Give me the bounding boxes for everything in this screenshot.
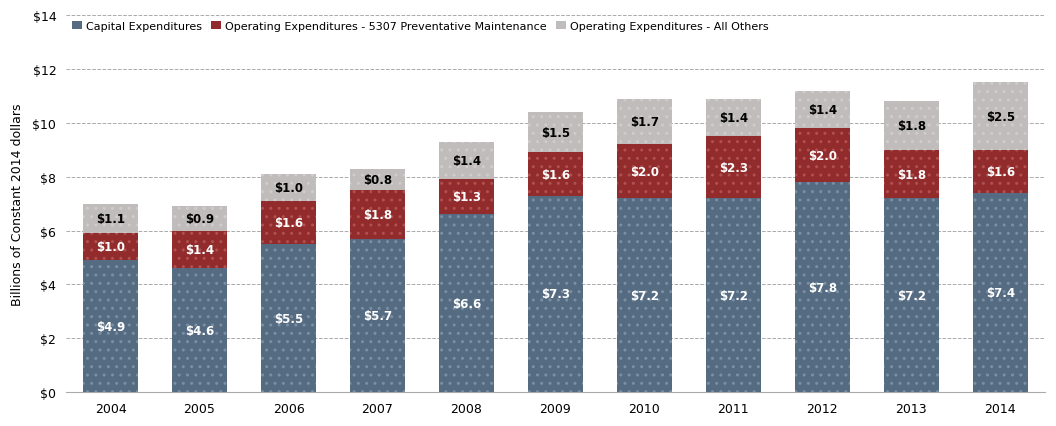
Text: $0.8: $0.8 xyxy=(363,173,392,187)
Text: $1.8: $1.8 xyxy=(897,168,926,181)
Bar xyxy=(617,145,672,199)
Text: $1.4: $1.4 xyxy=(185,243,214,256)
Bar xyxy=(617,99,672,145)
Text: $1.8: $1.8 xyxy=(363,208,392,222)
Text: $7.2: $7.2 xyxy=(630,289,659,302)
Text: $1.6: $1.6 xyxy=(541,168,570,181)
Text: $4.9: $4.9 xyxy=(96,320,126,333)
Bar xyxy=(261,201,316,245)
Bar xyxy=(83,261,138,392)
Bar xyxy=(439,142,494,180)
Bar xyxy=(705,199,761,392)
Text: $2.0: $2.0 xyxy=(808,149,837,162)
Text: $5.5: $5.5 xyxy=(274,312,303,325)
Text: $1.0: $1.0 xyxy=(96,241,125,253)
Text: $7.2: $7.2 xyxy=(719,289,748,302)
Text: $1.4: $1.4 xyxy=(719,112,748,125)
Bar xyxy=(795,129,850,183)
Text: $5.7: $5.7 xyxy=(363,309,392,322)
Text: $1.1: $1.1 xyxy=(96,213,125,225)
Bar xyxy=(83,204,138,234)
Bar xyxy=(350,169,406,191)
Text: $0.9: $0.9 xyxy=(185,213,214,225)
Bar xyxy=(350,239,406,392)
Bar xyxy=(795,91,850,129)
Bar xyxy=(528,153,583,196)
Bar xyxy=(350,191,406,239)
Text: $4.6: $4.6 xyxy=(185,324,214,337)
Bar xyxy=(261,175,316,201)
Text: $6.6: $6.6 xyxy=(452,297,482,310)
Bar xyxy=(617,199,672,392)
Y-axis label: Billions of Constant 2014 dollars: Billions of Constant 2014 dollars xyxy=(12,103,24,305)
Text: $7.2: $7.2 xyxy=(897,289,926,302)
Bar xyxy=(795,183,850,392)
Text: $1.3: $1.3 xyxy=(452,191,480,204)
Text: $2.5: $2.5 xyxy=(986,110,1015,123)
Bar xyxy=(439,180,494,215)
Bar xyxy=(528,196,583,392)
Text: $1.6: $1.6 xyxy=(986,165,1015,178)
Bar xyxy=(973,150,1027,193)
Text: $1.5: $1.5 xyxy=(541,127,570,139)
Bar xyxy=(973,83,1027,150)
Text: $2.3: $2.3 xyxy=(719,161,748,174)
Text: $1.4: $1.4 xyxy=(808,104,837,117)
Text: $1.0: $1.0 xyxy=(274,181,303,195)
Bar xyxy=(705,137,761,199)
Bar xyxy=(705,99,761,137)
Bar xyxy=(439,215,494,392)
Text: $1.4: $1.4 xyxy=(452,155,482,168)
Text: $7.3: $7.3 xyxy=(541,288,570,301)
Text: $1.7: $1.7 xyxy=(630,116,659,129)
Bar xyxy=(83,234,138,261)
Text: $1.8: $1.8 xyxy=(897,120,926,133)
Text: $7.8: $7.8 xyxy=(808,281,837,294)
Text: $2.0: $2.0 xyxy=(630,165,659,178)
Bar xyxy=(261,245,316,392)
Bar xyxy=(528,113,583,153)
Text: $7.4: $7.4 xyxy=(986,286,1015,299)
Text: $1.6: $1.6 xyxy=(274,216,303,230)
Bar xyxy=(172,207,227,231)
Bar xyxy=(884,102,939,150)
Bar xyxy=(884,199,939,392)
Bar xyxy=(884,150,939,199)
Bar xyxy=(172,269,227,392)
Bar xyxy=(172,231,227,269)
Bar xyxy=(973,193,1027,392)
Legend: Capital Expenditures, Operating Expenditures - 5307 Preventative Maintenance, Op: Capital Expenditures, Operating Expendit… xyxy=(72,22,769,32)
